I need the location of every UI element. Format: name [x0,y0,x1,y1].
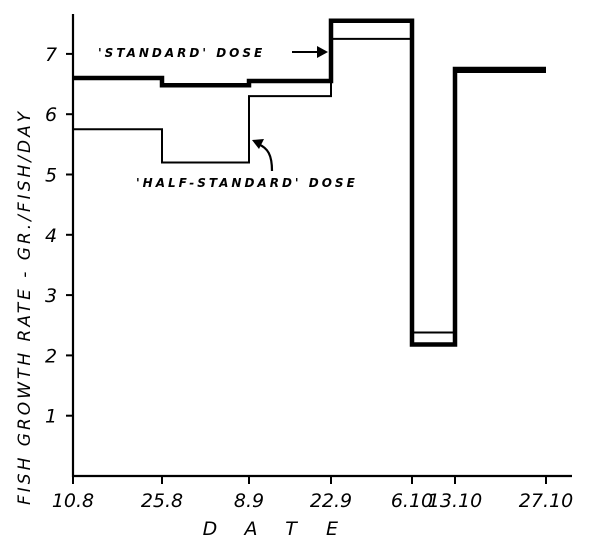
y-tick-label: 2 [45,345,57,367]
standard-arrow-icon [292,46,328,58]
x-axis-title-letter: E [326,518,338,540]
y-tick-label: 3 [45,285,57,307]
y-tick-label: 1 [45,406,57,428]
standard-dose-label: 'STANDARD' DOSE [98,46,265,60]
x-tick-label: 6.10 [391,490,433,512]
half-standard-dose-series [73,37,546,334]
half-standard-arrow-icon [252,139,274,172]
y-tick-label: 7 [45,44,57,66]
x-tick-label: 10.8 [52,490,94,512]
x-tick-label: 13.10 [428,490,482,512]
half-standard-dose-label: 'HALF-STANDARD' DOSE [136,176,358,190]
x-axis-title-letter: A [243,518,258,540]
y-tick-label: 5 [45,165,57,187]
x-tick-label: 8.9 [234,490,264,512]
x-axis-title-letter: T [285,518,298,540]
y-axis-title: FISH GROWTH RATE - GR./FISH/DAY [15,109,35,505]
x-tick-label: 27.10 [519,490,573,512]
x-tick-label: 22.9 [310,490,352,512]
series-group [73,18,546,347]
y-tick-label: 4 [45,225,57,247]
axes [71,14,572,478]
x-tick-label: 25.8 [141,490,183,512]
y-axis-ticks: 1 2 3 4 5 6 7 [45,44,73,428]
y-tick-label: 6 [45,104,57,126]
x-axis-title-letter: D [203,518,218,540]
